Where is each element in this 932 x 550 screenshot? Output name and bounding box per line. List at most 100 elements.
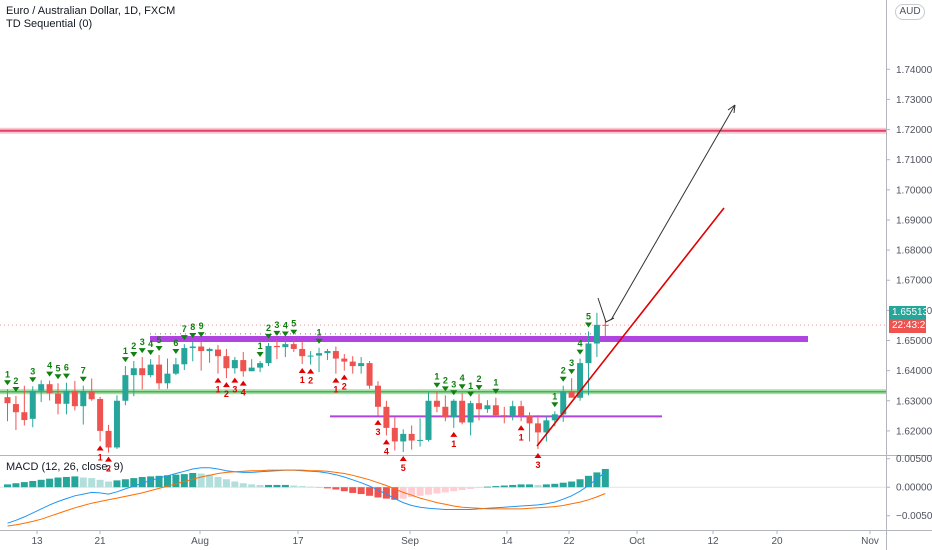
candle-body[interactable] [55,393,62,404]
macd-histogram-bar [458,487,466,491]
candle-body[interactable] [97,398,104,431]
candle-body[interactable] [459,400,466,423]
td-sell-arrow [576,349,584,355]
candle-body[interactable] [231,360,238,369]
candle-body[interactable] [585,343,592,364]
td-sell-arrow [475,385,483,391]
candle-body[interactable] [543,420,550,433]
candle-body[interactable] [400,433,407,442]
candle-body[interactable] [602,324,609,326]
candle-body[interactable] [38,384,45,391]
candle-body[interactable] [509,406,516,416]
td-buy-arrow [534,452,542,458]
candle-body[interactable] [408,433,415,441]
candle-body[interactable] [189,346,196,349]
candle-body[interactable] [299,348,306,357]
td-buy-count: 2 [342,382,347,392]
symbol-title[interactable]: Euro / Australian Dollar, 1D, FXCM [6,5,176,17]
candle-body[interactable] [518,406,525,416]
candle-body[interactable] [425,400,432,440]
candle-body[interactable] [12,404,19,413]
candle-body[interactable] [282,344,289,348]
td-buy-count: 4 [241,388,246,398]
candle-body[interactable] [290,344,297,349]
upper-purple-zone[interactable] [150,335,808,342]
candle-body[interactable] [442,406,449,418]
projection-arrow-line[interactable] [610,104,736,321]
candle-body[interactable] [215,349,221,357]
candle-body[interactable] [307,355,314,357]
candle-body[interactable] [172,364,179,374]
candle-body[interactable] [593,324,600,344]
candle-body[interactable] [4,397,11,404]
candle-body[interactable] [324,351,331,354]
candle-body[interactable] [223,356,230,369]
currency-button[interactable]: AUD [895,4,925,20]
td-sell-count: 7 [182,324,187,334]
candle-body[interactable] [164,373,171,384]
candle-body[interactable] [21,412,28,421]
candle-body[interactable] [433,400,440,407]
candle-body[interactable] [248,367,255,372]
macd-histogram-bar [492,486,500,488]
candle-body[interactable] [391,427,398,442]
candle-body[interactable] [501,415,508,417]
chart-legend: Euro / Australian Dollar, 1D, FXCM TD Se… [6,5,175,31]
candle-body[interactable] [484,405,491,410]
candle-body[interactable] [71,390,78,407]
candle-body[interactable] [80,391,87,407]
candle-body[interactable] [534,423,541,433]
candle-body[interactable] [122,375,129,401]
candle-body[interactable] [383,406,390,428]
candle-body[interactable] [492,405,499,416]
macd-legend[interactable]: MACD (12, 26, close, 9) [6,461,124,473]
candle-body[interactable] [568,391,575,398]
td-sell-arrow [4,380,11,386]
td-sell-arrow [189,333,197,339]
td-buy-arrow [231,377,239,383]
macd-histogram-bar [222,479,230,488]
candle-body[interactable] [139,368,146,376]
candle-body[interactable] [198,346,205,352]
candle-body[interactable] [63,390,70,404]
candle-body[interactable] [316,353,323,356]
candle-body[interactable] [46,384,53,394]
candle-body[interactable] [88,391,95,400]
candle-body[interactable] [577,363,584,398]
candle-body[interactable] [240,360,247,372]
candle-body[interactable] [551,414,558,421]
time-tick-label: 21 [94,536,106,547]
candle-body[interactable] [332,351,339,359]
trend-line[interactable] [536,207,725,447]
candle-body[interactable] [374,385,381,407]
candle-body[interactable] [147,364,154,376]
candle-body[interactable] [349,361,356,367]
candle-body[interactable] [206,348,213,352]
price-tick-label: 1.72000 [896,125,932,136]
candle-body[interactable] [265,345,272,364]
macd-histogram-bar [96,479,104,488]
candle-body[interactable] [273,345,280,348]
candle-body[interactable] [257,363,264,368]
candle-body[interactable] [156,364,163,384]
indicator-title[interactable]: TD Sequential (0) [6,18,93,30]
candle-body[interactable] [341,358,348,362]
macd-histogram-bar [584,475,592,488]
candle-body[interactable] [417,439,424,441]
candle-body[interactable] [467,403,474,423]
candle-body[interactable] [113,400,120,448]
candle-body[interactable] [29,390,36,419]
macd-histogram-bar [155,475,163,488]
td-buy-count: 3 [535,460,540,470]
candle-body[interactable] [181,348,188,365]
candle-body[interactable] [105,430,112,448]
candle-body[interactable] [526,415,533,424]
candle-body[interactable] [366,363,373,386]
candle-body[interactable] [450,400,457,418]
macd-histogram-bar [12,483,20,488]
candle-body[interactable] [476,403,483,410]
candle-body[interactable] [560,391,567,415]
candle-body[interactable] [130,368,137,376]
candle-body[interactable] [358,363,365,367]
